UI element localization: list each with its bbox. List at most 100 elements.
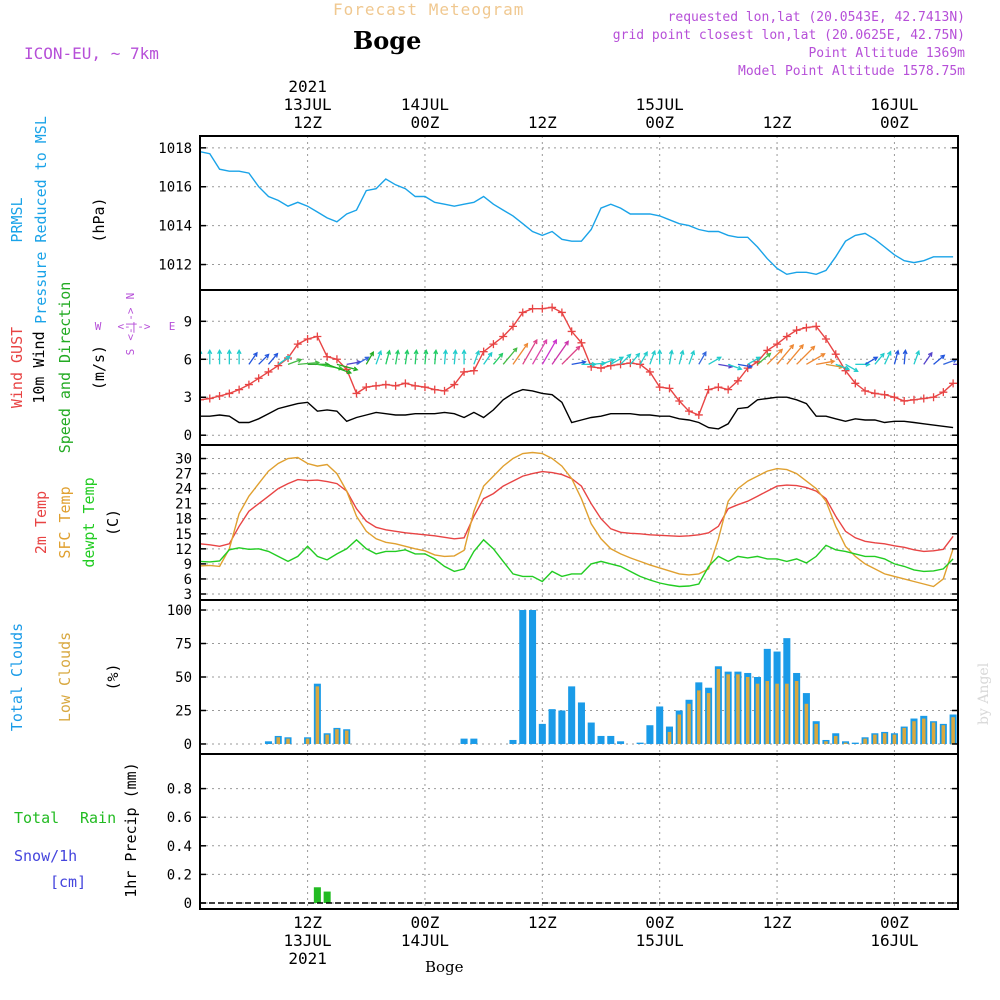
wind-arrow: [522, 339, 538, 365]
ylabel-wind: 10m Wind: [30, 331, 48, 403]
wind-arrow-head: [610, 358, 616, 363]
y-tick-label: 0.8: [167, 782, 192, 798]
wind-arrow-head: [346, 369, 353, 375]
legend-rain: Rain: [80, 809, 116, 827]
wind-arrow-head: [386, 349, 392, 355]
bar-low-clouds: [755, 683, 760, 744]
series-line: [200, 451, 954, 588]
time-label-top: 16JUL: [870, 95, 918, 114]
gust-marker: [870, 389, 879, 398]
gust-marker: [782, 332, 791, 341]
location-title: Boge: [353, 26, 422, 55]
gust-marker: [469, 366, 478, 375]
wind-arrow-head: [635, 352, 641, 358]
gust-marker: [557, 308, 566, 317]
bar-total-clouds: [646, 725, 654, 744]
wind-arrow: [297, 361, 319, 365]
wind-arrow-head: [927, 351, 933, 357]
wind-arrow-head: [226, 348, 232, 355]
bar-total-clouds: [607, 735, 615, 744]
y-tick-label: 50: [175, 670, 192, 686]
bar-low-clouds: [882, 733, 887, 744]
wind-arrow-head: [747, 363, 754, 369]
wind-arrow-head: [894, 349, 900, 355]
panel-frame: [199, 444, 959, 601]
gust-marker: [919, 394, 928, 403]
compass-s: S: [124, 349, 137, 356]
wind-arrow: [600, 358, 615, 365]
series-line: [200, 470, 954, 553]
gust-marker: [352, 389, 361, 398]
wind-arrow: [453, 350, 457, 365]
wind-arrow-head: [297, 358, 303, 363]
point-altitude: Point Altitude 1369m: [808, 46, 965, 61]
wind-arrow: [492, 353, 503, 365]
time-label-bottom: 15JUL: [636, 931, 684, 950]
ylabel-pressure: PRMSL: [8, 197, 26, 242]
wind-arrow: [776, 344, 794, 365]
bar-low-clouds: [922, 718, 926, 744]
bar-low-clouds: [785, 683, 789, 744]
wind-arrow: [424, 350, 427, 365]
gust-marker: [303, 335, 312, 344]
bar-low-clouds: [765, 681, 770, 744]
bar-total-clouds: [851, 742, 859, 744]
wind-arrow-head: [475, 349, 480, 356]
wind-arrow-head: [487, 351, 493, 357]
wind-arrow-head: [542, 338, 548, 345]
wind-arrow-head: [423, 349, 429, 355]
wind-arrow-head: [690, 349, 696, 356]
wind-arrow: [766, 349, 783, 365]
gust-marker: [724, 385, 733, 394]
legend-snow-unit: [cm]: [50, 873, 86, 891]
gust-marker: [450, 380, 459, 389]
bar-total-clouds: [470, 738, 478, 744]
gust-marker: [293, 340, 302, 349]
gust-marker: [861, 386, 870, 395]
panel-wind: [200, 290, 958, 445]
wind-arrow: [267, 353, 278, 365]
gust-marker: [939, 388, 948, 397]
wind-arrow: [639, 351, 648, 365]
time-label-bottom: 12Z: [293, 913, 322, 932]
series-line: [200, 538, 954, 588]
bar-total-clouds: [597, 735, 605, 744]
wind-arrow: [864, 356, 878, 365]
gust-marker: [929, 393, 938, 402]
bar-low-clouds: [814, 723, 818, 744]
gust-marker: [675, 397, 684, 406]
gust-marker: [890, 393, 899, 402]
wind-arrow-head: [433, 349, 439, 355]
wind-arrow: [346, 361, 361, 365]
wind-arrow-head: [273, 352, 279, 358]
y-tick-label: 9: [184, 314, 192, 330]
wind-arrow: [365, 351, 374, 365]
bar-low-clouds: [344, 730, 349, 744]
wind-arrow-head: [523, 342, 529, 348]
wind-arrow: [835, 363, 850, 370]
wind-arrow-head: [853, 367, 859, 373]
wind-arrow: [629, 353, 640, 365]
bar-low-clouds: [833, 735, 838, 744]
wind-arrow: [277, 355, 291, 365]
bar-low-clouds: [892, 734, 897, 744]
wind-arrow-head: [236, 348, 242, 355]
bar-total-clouds: [538, 723, 546, 744]
time-label-bottom: 13JUL: [284, 931, 332, 950]
wind-arrow-head: [253, 351, 258, 357]
bar-low-clouds: [286, 738, 290, 744]
ylabel-temperature: SFC Temp: [56, 486, 74, 558]
y-tick-label: 75: [175, 637, 192, 653]
bar-low-clouds: [697, 690, 701, 744]
wind-arrow-head: [915, 349, 921, 356]
series-line: [200, 306, 954, 416]
gust-marker: [685, 407, 694, 416]
wind-arrow: [473, 350, 480, 365]
wind-arrow-head: [626, 353, 632, 359]
gust-marker: [362, 383, 371, 392]
gust-marker: [792, 326, 801, 335]
bar-low-clouds: [736, 674, 740, 744]
wind-arrow-head: [879, 352, 885, 358]
wind-arrow: [708, 356, 722, 365]
bar-low-clouds: [325, 734, 329, 744]
